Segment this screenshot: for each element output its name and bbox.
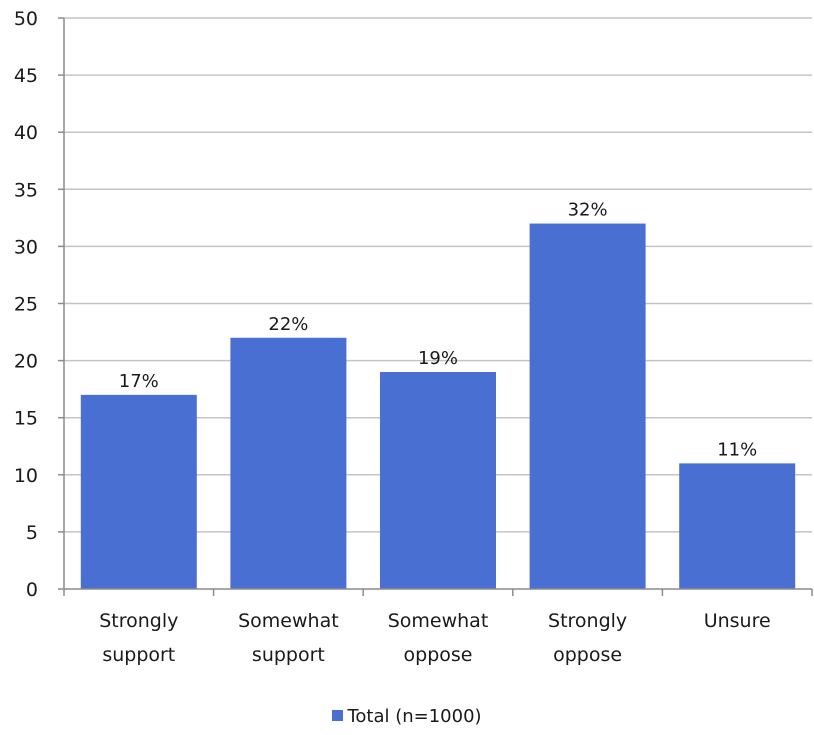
bar [679, 463, 796, 589]
y-tick-label: 35 [14, 179, 38, 201]
y-tick-label: 30 [14, 236, 38, 258]
y-tick-label: 45 [14, 65, 38, 87]
bar [80, 394, 197, 589]
x-tick-label: Unsure [704, 610, 771, 632]
data-label: 17% [119, 371, 159, 392]
y-tick-label: 50 [14, 8, 38, 30]
x-tick-label: oppose [404, 644, 473, 666]
y-tick-label: 20 [14, 351, 38, 373]
y-tick-label: 5 [26, 522, 38, 544]
x-tick-label: oppose [553, 644, 622, 666]
x-tick-label: support [252, 644, 325, 666]
y-tick-label: 10 [14, 465, 38, 487]
legend: Total (n=1000) [0, 706, 814, 727]
legend-label: Total (n=1000) [347, 706, 482, 727]
x-tick-label: Somewhat [238, 610, 339, 632]
bar [230, 337, 347, 589]
data-label: 19% [418, 348, 458, 369]
x-tick-label: support [102, 644, 175, 666]
data-label: 22% [268, 314, 308, 335]
y-tick-label: 15 [14, 408, 38, 430]
data-label: 32% [568, 200, 608, 221]
bar [529, 223, 646, 589]
y-tick-label: 25 [14, 294, 38, 316]
x-tick-label: Strongly [99, 610, 178, 632]
bar [380, 372, 496, 589]
x-tick-label: Strongly [548, 610, 627, 632]
y-tick-label: 40 [14, 122, 38, 144]
y-tick-label: 0 [26, 579, 38, 601]
x-tick-label: Somewhat [388, 610, 489, 632]
data-label: 11% [717, 439, 757, 460]
legend-swatch [332, 710, 344, 721]
